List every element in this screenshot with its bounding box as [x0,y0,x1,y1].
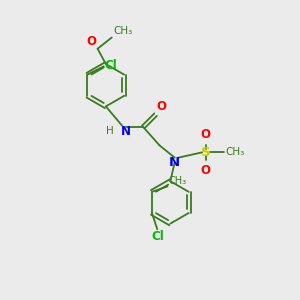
Text: H: H [106,126,114,136]
Text: Cl: Cl [151,230,164,243]
Text: O: O [86,34,96,47]
Text: S: S [201,146,211,159]
Text: CH₃: CH₃ [113,26,132,36]
Text: O: O [201,164,211,176]
Text: O: O [201,128,211,141]
Text: CH₃: CH₃ [168,176,187,186]
Text: N: N [121,125,130,138]
Text: N: N [169,156,180,169]
Text: Cl: Cl [105,59,118,72]
Text: CH₃: CH₃ [226,147,245,158]
Text: O: O [157,100,167,113]
